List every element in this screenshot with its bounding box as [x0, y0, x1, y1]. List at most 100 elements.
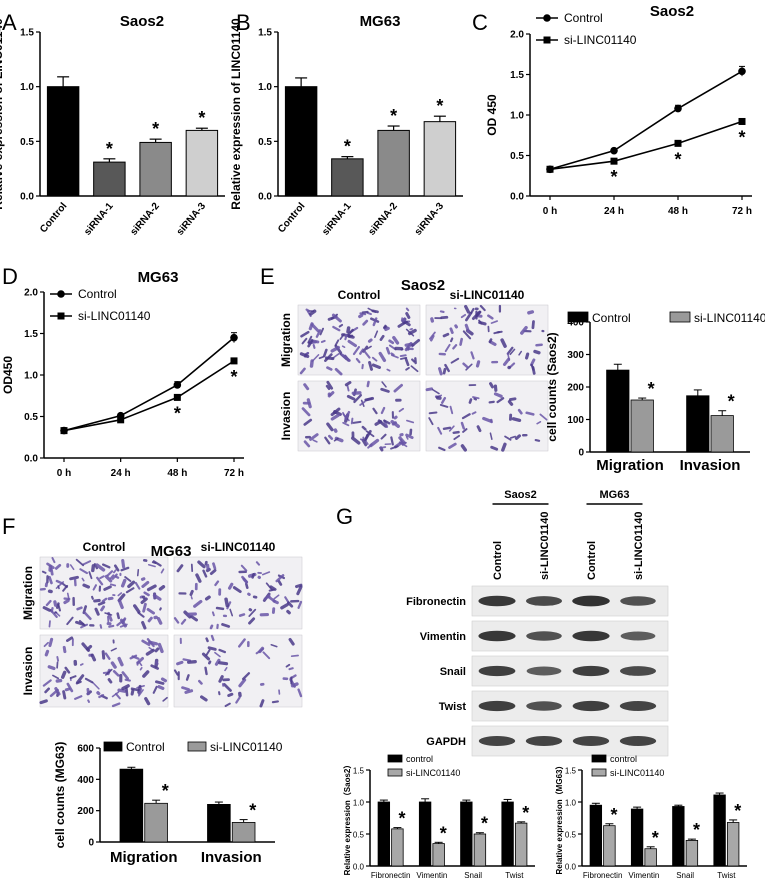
y-tick-label: 1.5 [258, 28, 272, 39]
significance-star: * [693, 820, 700, 840]
cell-mark [406, 419, 415, 424]
bar-snail-control [460, 801, 473, 867]
y-tick-label: 0.0 [258, 192, 272, 203]
cell-mark [158, 585, 166, 591]
legend-swatch-control [103, 741, 123, 752]
cell-mark [440, 396, 447, 404]
cell-mark [124, 576, 132, 582]
cell-mark [439, 310, 445, 313]
cell-mark [56, 655, 60, 662]
band-vimentin-lane-0 [478, 630, 516, 642]
cell-mark [109, 574, 115, 580]
cell-mark [44, 649, 50, 657]
cell-mark [218, 675, 224, 683]
cell-mark [347, 328, 354, 336]
bar-invasion-si-linc01140 [710, 415, 734, 453]
cell-mark [101, 597, 108, 603]
cell-mark [64, 666, 71, 674]
legend-marker [57, 290, 65, 298]
cell-mark [509, 435, 517, 439]
cell-mark [190, 615, 198, 622]
cell-mark [322, 348, 328, 358]
micrograph-migration-si-linc01140 [425, 304, 549, 376]
bar-vimentin-si-linc01140 [644, 848, 657, 867]
cell-mark [104, 612, 113, 616]
cell-mark [121, 559, 126, 569]
micrograph-migration-si-linc01140 [173, 556, 303, 630]
cell-mark [344, 333, 348, 341]
cell-mark [449, 405, 454, 415]
cell-mark [141, 580, 150, 588]
x-tick-label: siRNA-1 [320, 201, 354, 238]
bar-vimentin-si-linc01140 [432, 843, 445, 867]
cell-mark [127, 580, 136, 589]
band-snail-lane-3 [620, 666, 656, 676]
x-tick-label: Fibronectin [371, 871, 411, 880]
band-snail-lane-2 [572, 665, 610, 677]
cell-mark [452, 344, 458, 350]
y-tick-label: 200 [567, 383, 584, 394]
cell-mark [438, 446, 446, 452]
cell-mark [218, 661, 229, 666]
cell-mark [55, 579, 63, 585]
cell-mark [361, 438, 368, 447]
x-tick-label: siRNA-2 [128, 201, 162, 238]
cell-mark [83, 611, 92, 621]
cell-mark [430, 334, 435, 342]
cell-mark [69, 675, 77, 680]
cell-mark [49, 609, 58, 618]
cell-mark [490, 445, 499, 451]
x-tick-label: 48 h [167, 468, 187, 479]
legend-label-control: Control [564, 11, 603, 25]
cell-mark [383, 419, 391, 425]
bar-twist-control [713, 794, 726, 867]
cell-mark [309, 359, 314, 368]
chart-title: MG63 [138, 269, 179, 286]
panel-letter-e: E [260, 264, 275, 289]
cell-mark [238, 678, 247, 688]
point-si-linc01140 [738, 117, 746, 125]
cell-mark [307, 335, 313, 344]
protein-label-fibronectin: Fibronectin [406, 596, 466, 608]
cell-mark [111, 573, 118, 580]
cell-mark [106, 570, 114, 577]
bar-twist-si-linc01140 [726, 822, 740, 867]
cell-mark [63, 599, 70, 605]
cell-mark [476, 425, 482, 433]
cell-mark [214, 580, 220, 587]
point-si-linc01140 [546, 165, 554, 173]
cell-mark [299, 367, 306, 375]
cell-mark [470, 307, 475, 314]
cell-mark [155, 660, 159, 665]
cell-mark [380, 387, 390, 393]
protein-label-twist: Twist [439, 701, 467, 713]
bar-snail-control [672, 806, 685, 867]
cell-mark [355, 357, 361, 364]
cell-mark [117, 593, 126, 603]
cell-mark [379, 334, 385, 341]
cell-mark [209, 624, 214, 630]
cell-mark [87, 699, 90, 703]
panel-letter-b: B [236, 10, 251, 35]
y-tick-label: 600 [77, 744, 94, 755]
micrographs-e: Saos2 Control si-LINC01140 Migration Invasio… [279, 277, 549, 452]
y-tick-label: 1.0 [20, 82, 34, 93]
cell-mark [238, 613, 246, 617]
cell-mark [303, 418, 313, 426]
cell-mark [428, 417, 434, 426]
cell-mark [91, 681, 100, 690]
y-tick-label: 0.5 [24, 412, 38, 423]
cell-mark [330, 345, 341, 353]
y-tick-label: 400 [567, 318, 584, 329]
cell-mark [248, 608, 257, 617]
significance-star: * [648, 379, 655, 399]
legend-marker [543, 36, 551, 44]
cell-mark [176, 660, 184, 666]
bar-twist-si-linc01140 [514, 822, 528, 867]
cell-mark [117, 688, 127, 693]
cell-mark [358, 313, 364, 319]
cell-mark [200, 695, 208, 702]
cell-mark [81, 642, 91, 652]
cell-mark [352, 420, 362, 424]
cell-mark [130, 687, 141, 692]
